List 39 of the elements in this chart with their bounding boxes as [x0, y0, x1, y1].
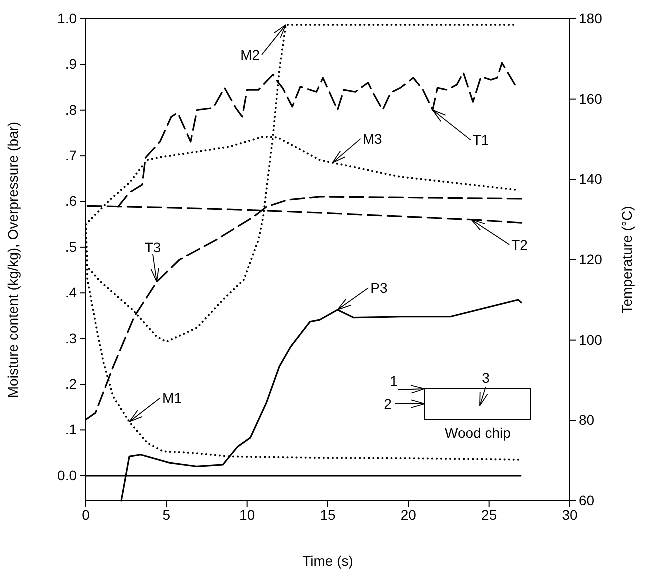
y-tick-label: .2 — [65, 376, 78, 392]
y-tick-label: .8 — [65, 102, 78, 118]
y2-tick-label: 180 — [579, 10, 603, 26]
text: M1 — [162, 390, 182, 406]
y2-tick-label: 60 — [579, 492, 595, 508]
y-tick-label: .9 — [65, 56, 78, 72]
annotation: 1 — [390, 373, 398, 389]
annotation: 3 — [482, 370, 490, 386]
y-tick-label: 0.0 — [58, 467, 78, 484]
y-tick-label: .6 — [65, 193, 78, 210]
y-tick-label: .7 — [65, 148, 78, 164]
x-axis-title: Time (s) — [302, 553, 354, 569]
x-tick-label: 20 — [400, 506, 417, 523]
y-tick-label: 1.0 — [58, 10, 78, 26]
y-tick-label: .5 — [65, 238, 78, 255]
y-tick-label: .1 — [65, 422, 78, 438]
annotation: Wood chip — [445, 425, 512, 441]
x-tick-label: 25 — [482, 506, 498, 523]
x-tick-label: 15 — [320, 506, 336, 523]
y2-tick-label: 160 — [579, 90, 603, 107]
y-tick-label: .4 — [65, 284, 78, 301]
y2-tick-label: 120 — [579, 251, 603, 268]
y-axis-title: Moisture content (kg/kg), Overpressure (bar) — [5, 122, 21, 398]
text: T1 — [472, 132, 490, 148]
x-tick-label: 30 — [562, 506, 578, 523]
x-tick-label: 5 — [162, 506, 171, 523]
x-tick-label: 0 — [82, 506, 90, 523]
series-label: T3 — [144, 239, 162, 256]
series-label: T2 — [512, 236, 528, 253]
y2-axis-title: Temperature (°C) — [619, 206, 635, 314]
series-label: P3 — [370, 280, 388, 296]
annotation: 2 — [384, 396, 392, 412]
y2-tick-label: 80 — [579, 412, 595, 428]
x-tick-label: 10 — [240, 506, 256, 523]
series-label: M2 — [240, 46, 260, 63]
y2-tick-label: 140 — [579, 171, 603, 188]
y2-tick-label: 100 — [579, 332, 603, 348]
y-tick-label: .3 — [65, 330, 78, 346]
series-label: M3 — [362, 130, 382, 147]
